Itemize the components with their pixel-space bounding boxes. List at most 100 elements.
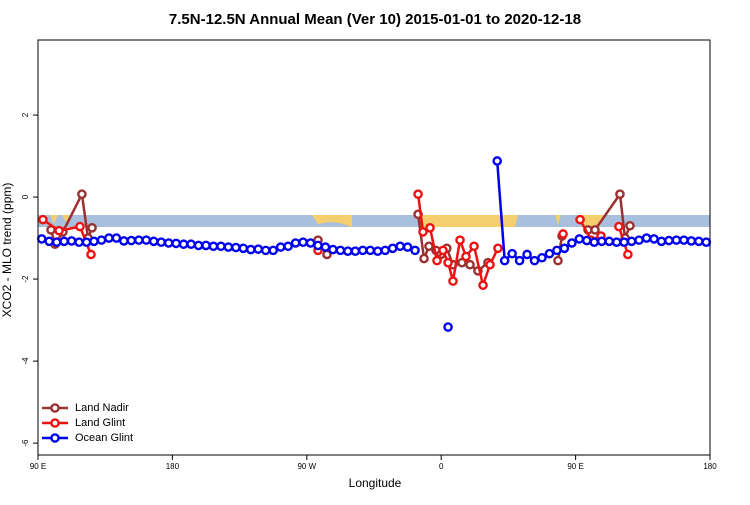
point <box>614 221 624 232</box>
point <box>77 189 87 199</box>
point <box>402 242 413 252</box>
point <box>558 229 568 239</box>
point <box>156 237 166 247</box>
point <box>238 243 249 254</box>
point <box>335 245 346 256</box>
point <box>485 259 495 270</box>
point <box>432 255 442 266</box>
point <box>268 245 279 256</box>
point <box>465 259 475 270</box>
point <box>126 235 137 246</box>
point <box>298 237 308 247</box>
point <box>223 242 234 252</box>
point <box>81 237 92 247</box>
point <box>686 236 697 246</box>
point <box>357 245 368 256</box>
point <box>59 236 69 247</box>
point <box>350 246 361 256</box>
point <box>574 234 585 244</box>
point <box>231 242 241 253</box>
point <box>133 235 144 245</box>
x-tick-label: 180 <box>703 462 717 471</box>
point <box>148 236 159 247</box>
point <box>380 245 391 256</box>
point <box>671 235 682 245</box>
point <box>193 240 204 251</box>
point <box>679 235 689 245</box>
point <box>582 235 592 246</box>
point <box>44 236 55 247</box>
point <box>625 220 635 231</box>
point <box>413 189 423 199</box>
point <box>418 227 428 237</box>
point <box>178 239 189 250</box>
point <box>89 236 99 247</box>
point <box>461 251 471 262</box>
point <box>36 234 47 244</box>
point <box>216 241 226 252</box>
point <box>514 255 525 266</box>
x-tick-label: 0 <box>439 462 444 471</box>
point <box>619 237 629 247</box>
point <box>163 238 174 248</box>
point <box>275 242 286 252</box>
y-tick-label: 0 <box>21 194 30 199</box>
point <box>443 257 453 268</box>
point <box>245 244 256 255</box>
x-tick-label: 90 E <box>567 462 583 471</box>
point <box>208 241 219 252</box>
point <box>664 235 674 246</box>
point <box>701 237 712 247</box>
point <box>615 189 625 199</box>
legend-label: Land Nadir <box>75 402 129 414</box>
point <box>75 221 85 232</box>
point <box>365 245 376 256</box>
point <box>448 276 458 286</box>
point <box>469 241 479 252</box>
land-mask <box>50 215 605 227</box>
point <box>313 240 323 251</box>
land-sea-band <box>38 215 710 227</box>
point <box>492 156 503 166</box>
point <box>343 246 353 256</box>
point <box>387 243 398 254</box>
legend-marker <box>50 418 60 428</box>
chart-title: 7.5N-12.5N Annual Mean (Ver 10) 2015-01-… <box>169 11 581 28</box>
point <box>522 249 532 260</box>
legend-label: Ocean Glint <box>75 432 133 444</box>
point <box>86 249 96 260</box>
legend-marker <box>50 433 60 443</box>
y-axis-label: XCO2 - MLO trend (ppm) <box>0 183 14 318</box>
point <box>74 237 84 247</box>
point <box>596 236 607 247</box>
point <box>623 249 633 260</box>
point <box>186 239 196 250</box>
point <box>425 223 435 233</box>
point <box>111 233 122 243</box>
point <box>478 280 488 291</box>
point <box>372 246 383 256</box>
legend: Land Nadir Land Glint Ocean Glint <box>42 402 133 444</box>
point <box>507 248 517 259</box>
point <box>104 233 114 243</box>
point <box>171 238 181 249</box>
point <box>493 243 503 254</box>
point <box>66 236 77 246</box>
point <box>87 223 97 233</box>
point <box>553 255 563 266</box>
point <box>604 236 615 247</box>
x-tick-label: 90 W <box>297 462 316 471</box>
point <box>54 225 64 236</box>
point <box>119 236 129 246</box>
y-tick-label: -2 <box>21 275 30 283</box>
point <box>305 238 316 248</box>
point <box>443 322 453 332</box>
point <box>320 242 331 252</box>
x-tick-label: 90 E <box>30 462 46 471</box>
point <box>641 233 652 243</box>
point <box>611 237 622 247</box>
point <box>537 252 547 263</box>
point <box>529 255 540 266</box>
sea-band <box>38 215 710 227</box>
